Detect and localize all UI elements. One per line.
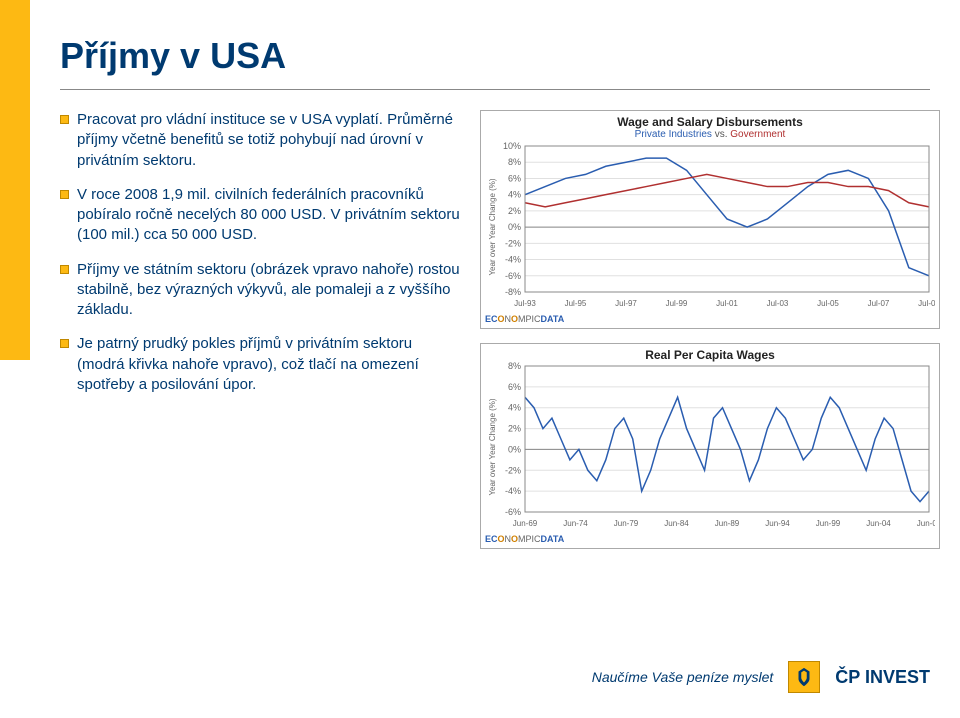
- chart1-subtitle: Private Industries vs. Government: [485, 129, 935, 140]
- svg-text:4%: 4%: [508, 190, 521, 200]
- bullet-icon: [60, 339, 69, 348]
- bullet-item: Pracovat pro vládní instituce se v USA v…: [60, 110, 460, 171]
- footer-tagline: Naučíme Vaše peníze myslet: [592, 669, 774, 685]
- svg-text:10%: 10%: [503, 142, 521, 151]
- svg-text:8%: 8%: [508, 157, 521, 167]
- svg-text:Jul-99: Jul-99: [666, 299, 688, 308]
- svg-text:Jul-01: Jul-01: [716, 299, 738, 308]
- lion-icon: [788, 661, 820, 693]
- svg-text:Year over Year Change (%): Year over Year Change (%): [488, 398, 497, 495]
- svg-text:Jun-69: Jun-69: [513, 519, 538, 528]
- svg-text:Jul-97: Jul-97: [615, 299, 637, 308]
- svg-text:Jul-03: Jul-03: [767, 299, 789, 308]
- bullet-icon: [60, 265, 69, 274]
- accent-bar: [0, 0, 30, 360]
- bullet-text: Je patrný prudký pokles příjmů v privátn…: [77, 334, 460, 395]
- chart1-area: 10% 8% 6% 4% 2% 0% -2% -4% -6% -8% Jul-93 Jul-95 Jul…: [485, 142, 935, 312]
- bullet-text: Příjmy ve státním sektoru (obrázek vprav…: [77, 260, 460, 321]
- page-title: Příjmy v USA: [60, 35, 940, 77]
- title-underline: [60, 89, 930, 90]
- svg-text:-4%: -4%: [505, 486, 521, 496]
- svg-text:Jun-94: Jun-94: [765, 519, 790, 528]
- svg-text:4%: 4%: [508, 403, 521, 413]
- chart-per-capita-wages: Real Per Capita Wages 8% 6% 4% 2% 0% -2% -4% -6…: [480, 343, 940, 549]
- chart1-svg: 10% 8% 6% 4% 2% 0% -2% -4% -6% -8% Jul-93 Jul-95 Jul…: [485, 142, 935, 312]
- chart2-svg: 8% 6% 4% 2% 0% -2% -4% -6% Jun-69 Jun-74 Jun-79 Jun…: [485, 362, 935, 532]
- brand-name: ČP INVEST: [835, 667, 930, 688]
- footer: Naučíme Vaše peníze myslet ČP INVEST: [592, 661, 930, 693]
- chart1-series1-label: Private Industries: [635, 129, 712, 140]
- svg-text:-6%: -6%: [505, 271, 521, 281]
- bullet-text: V roce 2008 1,9 mil. civilních federální…: [77, 185, 460, 246]
- body-row: Pracovat pro vládní instituce se v USA v…: [60, 110, 940, 563]
- chart1-title: Wage and Salary Disbursements: [485, 115, 935, 129]
- svg-text:Jul-95: Jul-95: [565, 299, 587, 308]
- svg-text:Jun-89: Jun-89: [715, 519, 740, 528]
- svg-text:-8%: -8%: [505, 287, 521, 297]
- bullet-icon: [60, 190, 69, 199]
- svg-text:0%: 0%: [508, 222, 521, 232]
- svg-text:-6%: -6%: [505, 507, 521, 517]
- slide-content: Příjmy v USA Pracovat pro vládní institu…: [60, 35, 940, 563]
- bullet-text: Pracovat pro vládní instituce se v USA v…: [77, 110, 460, 171]
- svg-text:Jul-09: Jul-09: [918, 299, 935, 308]
- bullet-item: Je patrný prudký pokles příjmů v privátn…: [60, 334, 460, 395]
- svg-text:-2%: -2%: [505, 465, 521, 475]
- svg-text:Jun-04: Jun-04: [866, 519, 891, 528]
- chart-wage-disbursements: Wage and Salary Disbursements Private In…: [480, 110, 940, 329]
- svg-text:Jul-05: Jul-05: [817, 299, 839, 308]
- svg-text:Jun-09: Jun-09: [917, 519, 935, 528]
- svg-text:2%: 2%: [508, 424, 521, 434]
- chart-column: Wage and Salary Disbursements Private In…: [480, 110, 940, 563]
- chart2-area: 8% 6% 4% 2% 0% -2% -4% -6% Jun-69 Jun-74 Jun-79 Jun…: [485, 362, 935, 532]
- chart1-vs: vs.: [715, 129, 728, 140]
- svg-text:-4%: -4%: [505, 255, 521, 265]
- svg-text:Jul-93: Jul-93: [514, 299, 536, 308]
- bullet-icon: [60, 115, 69, 124]
- svg-text:Jul-07: Jul-07: [868, 299, 890, 308]
- chart2-title: Real Per Capita Wages: [485, 348, 935, 362]
- svg-text:6%: 6%: [508, 173, 521, 183]
- text-column: Pracovat pro vládní instituce se v USA v…: [60, 110, 460, 563]
- svg-text:6%: 6%: [508, 382, 521, 392]
- svg-text:-2%: -2%: [505, 238, 521, 248]
- chart2-source: ECONOMPICDATA: [485, 534, 935, 544]
- svg-text:Jun-79: Jun-79: [614, 519, 639, 528]
- svg-text:Year over Year Change (%): Year over Year Change (%): [488, 178, 497, 275]
- svg-text:Jun-84: Jun-84: [664, 519, 689, 528]
- svg-text:0%: 0%: [508, 444, 521, 454]
- svg-text:Jun-99: Jun-99: [816, 519, 841, 528]
- chart1-series2-label: Government: [730, 129, 785, 140]
- svg-text:2%: 2%: [508, 206, 521, 216]
- bullet-item: V roce 2008 1,9 mil. civilních federální…: [60, 185, 460, 246]
- bullet-item: Příjmy ve státním sektoru (obrázek vprav…: [60, 260, 460, 321]
- chart1-source: ECONOMPICDATA: [485, 314, 935, 324]
- svg-text:Jun-74: Jun-74: [563, 519, 588, 528]
- svg-text:8%: 8%: [508, 362, 521, 371]
